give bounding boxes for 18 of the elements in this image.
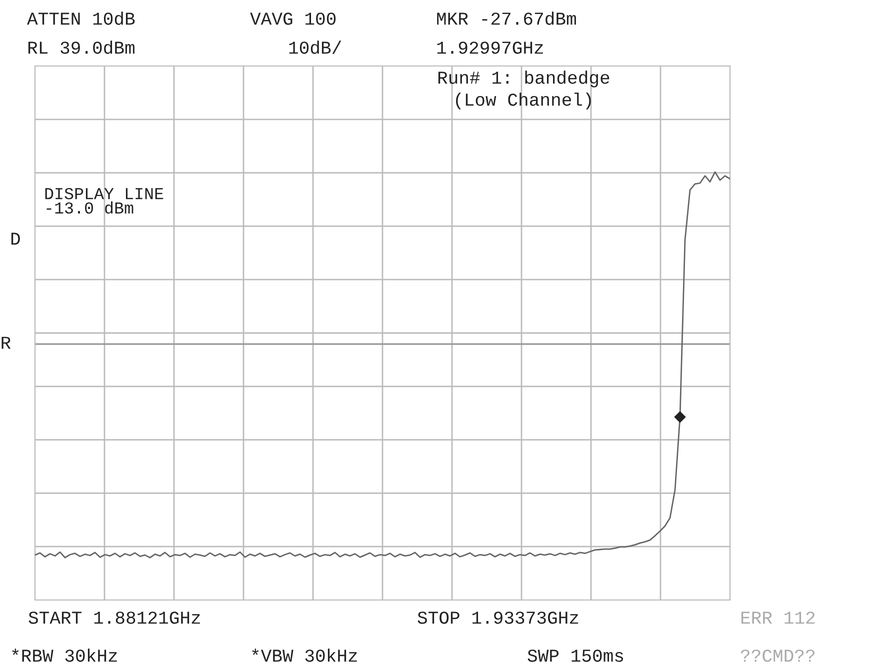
- text: START 1.88121GHz: [28, 612, 200, 624]
- text: 10dB/: [289, 40, 342, 54]
- text: ERR 112: [741, 612, 815, 624]
- text: MKR -27.67dBm: [437, 12, 576, 25]
- text: D: [11, 232, 20, 245]
- text: STOP 1.93373GHz: [418, 612, 578, 624]
- text: ATTEN 10dB: [27, 12, 135, 25]
- text: 1.92997GHz: [437, 42, 543, 54]
- ref-line-label: R: [2, 336, 11, 349]
- annotation: DISPLAY LINE -13.0 dBm: [45, 188, 164, 214]
- text: RL 39.0dBm: [28, 40, 134, 54]
- text: ??CMD??: [740, 650, 814, 662]
- text: (Low Channel): [456, 92, 591, 110]
- text: VAVG 100: [250, 12, 336, 25]
- text: SWP 150ms: [528, 650, 624, 662]
- text: *VBW 30kHz: [252, 648, 357, 662]
- text: Run# 1: bandedge: [438, 70, 610, 88]
- text: *RBW 30kHz: [12, 648, 117, 662]
